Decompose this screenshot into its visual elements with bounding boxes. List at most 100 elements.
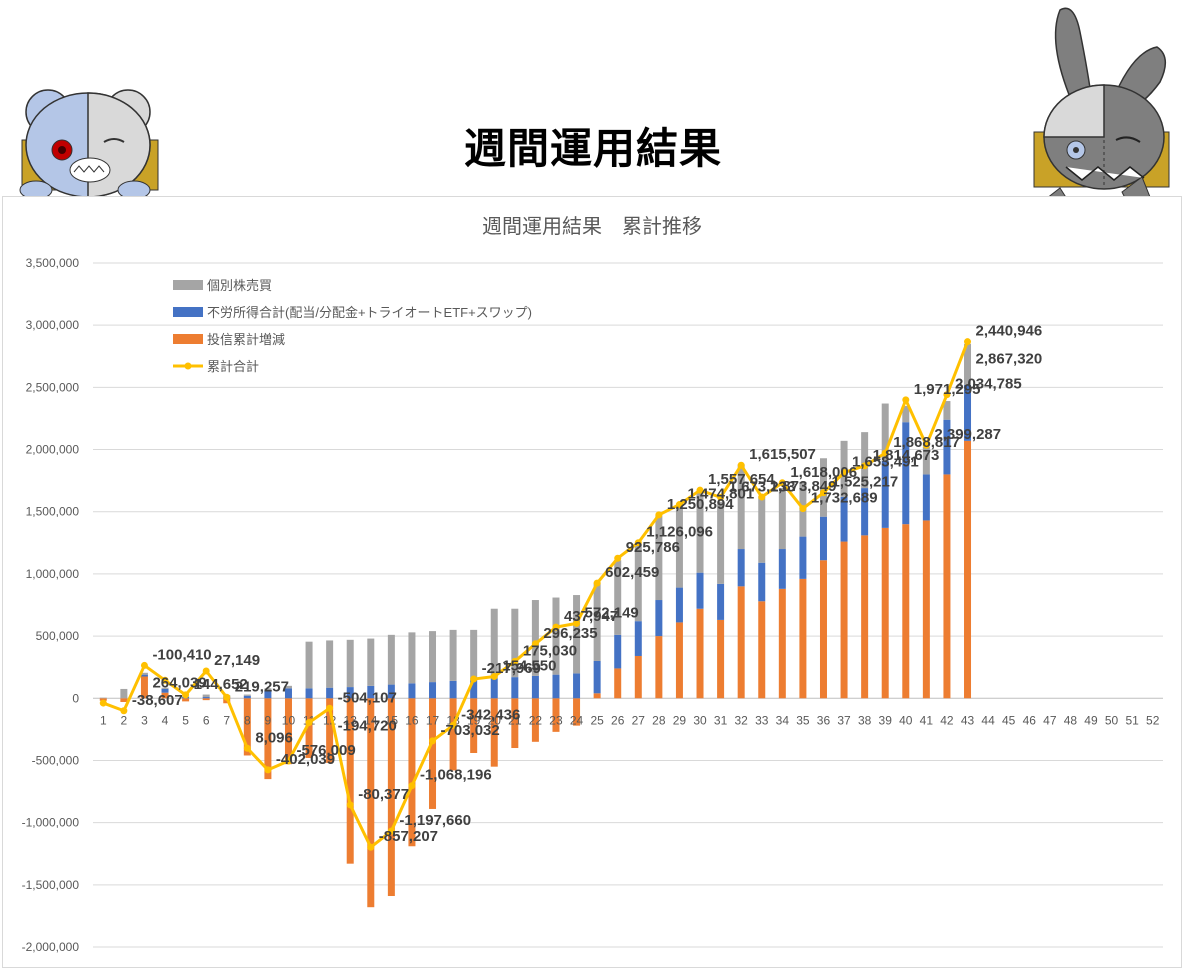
cumulative-point <box>202 667 210 675</box>
x-tick-label: 32 <box>734 713 748 727</box>
bar-segment <box>758 496 766 563</box>
bar-segment <box>284 698 292 765</box>
cumulative-point <box>902 396 910 404</box>
x-tick-label: 19 <box>467 713 481 727</box>
legend-label: 投信累計増減 <box>207 332 285 347</box>
x-tick-label: 1 <box>100 713 107 727</box>
cumulative-point <box>531 640 539 648</box>
y-tick-label: 0 <box>72 691 79 705</box>
bar-segment <box>346 639 354 688</box>
x-tick-label: 5 <box>182 713 189 727</box>
y-tick-label: 1,500,000 <box>26 505 80 519</box>
cumulative-point <box>99 699 107 707</box>
x-tick-label: 50 <box>1105 713 1119 727</box>
bar-segment <box>593 693 601 699</box>
y-tick-label: -2,000,000 <box>22 940 80 954</box>
data-label: 1,873,849 <box>770 478 837 495</box>
x-tick-label: 37 <box>837 713 851 727</box>
data-label: 144,652 <box>194 676 248 693</box>
data-label: -504,107 <box>338 689 397 706</box>
data-label: -217,969 <box>482 660 541 677</box>
bar-segment <box>490 608 498 679</box>
x-tick-label: 39 <box>879 713 893 727</box>
cumulative-point <box>593 579 601 587</box>
cumulative-point <box>778 479 786 487</box>
bar-segment <box>140 672 148 675</box>
bar-segment <box>819 458 827 517</box>
x-tick-label: 20 <box>488 713 502 727</box>
cumulative-point <box>881 449 889 457</box>
cumulative-point <box>614 554 622 562</box>
x-tick-label: 34 <box>776 713 790 727</box>
bar-segment <box>140 674 148 677</box>
bars <box>99 343 972 908</box>
data-label: -80,377 <box>358 786 409 803</box>
data-label: -194,720 <box>338 717 397 734</box>
y-tick-label: 2,000,000 <box>26 443 80 457</box>
bar-segment <box>202 694 210 698</box>
bar-segment <box>531 675 539 699</box>
bar-segment <box>861 488 869 536</box>
data-label: 1,868,817 <box>893 434 960 451</box>
bar-segment <box>449 629 457 681</box>
x-tick-label: 46 <box>1023 713 1037 727</box>
bar-segment <box>387 698 395 897</box>
cumulative-point <box>449 721 457 729</box>
x-tick-label: 28 <box>652 713 666 727</box>
data-label: 1,250,894 <box>667 496 734 513</box>
cumulative-line <box>99 338 972 851</box>
cumulative-series-line <box>102 341 969 849</box>
bar-segment <box>243 698 251 756</box>
bar-segment <box>161 687 169 689</box>
bar-segment <box>819 516 827 561</box>
x-tick-label: 42 <box>940 713 954 727</box>
data-label: 2,399,287 <box>934 426 1001 443</box>
x-tick-label: 33 <box>755 713 769 727</box>
bar-segment <box>922 520 930 699</box>
bar-segment <box>902 524 910 699</box>
bar-segment <box>840 496 848 542</box>
x-tick-label: 14 <box>364 713 378 727</box>
bar-segment <box>778 488 786 550</box>
bar-segment <box>634 621 642 656</box>
bar-segment <box>243 694 251 696</box>
x-tick-label: 43 <box>961 713 975 727</box>
bar-segment <box>675 622 683 699</box>
cumulative-point <box>573 619 581 627</box>
x-tick-label: 13 <box>344 713 358 727</box>
bar-segment <box>593 583 601 661</box>
bar-segment <box>737 464 745 550</box>
x-tick-label: 4 <box>162 713 169 727</box>
bar-segment <box>943 419 951 475</box>
bar-segment <box>387 634 395 685</box>
bar-segment <box>531 600 539 676</box>
cumulative-point <box>140 661 148 669</box>
x-tick-label: 40 <box>899 713 913 727</box>
bar-segment <box>202 697 210 699</box>
cumulative-point <box>861 462 869 470</box>
x-tick-label: 45 <box>1002 713 1016 727</box>
bar-segment <box>717 583 725 620</box>
bar-segment <box>778 549 786 589</box>
bar-segment <box>264 698 272 780</box>
y-tick-label: -1,500,000 <box>22 878 80 892</box>
bar-segment <box>552 674 560 699</box>
data-label: 925,786 <box>626 539 680 556</box>
data-label: 2,034,785 <box>955 376 1022 393</box>
x-tick-label: 36 <box>817 713 831 727</box>
bar-segment <box>99 697 107 699</box>
bar-segment <box>511 698 519 749</box>
bar-segment <box>367 638 375 686</box>
data-label: 219,257 <box>235 678 289 695</box>
cumulative-point <box>634 539 642 547</box>
bar-segment <box>326 698 334 763</box>
bar-segment <box>881 527 889 699</box>
cumulative-point <box>943 391 951 399</box>
data-label: 437,947 <box>564 608 618 625</box>
legend-swatch <box>173 334 203 344</box>
data-label: 1,732,689 <box>811 490 878 507</box>
data-label: 1,971,295 <box>914 381 981 398</box>
x-tick-label: 3 <box>141 713 148 727</box>
